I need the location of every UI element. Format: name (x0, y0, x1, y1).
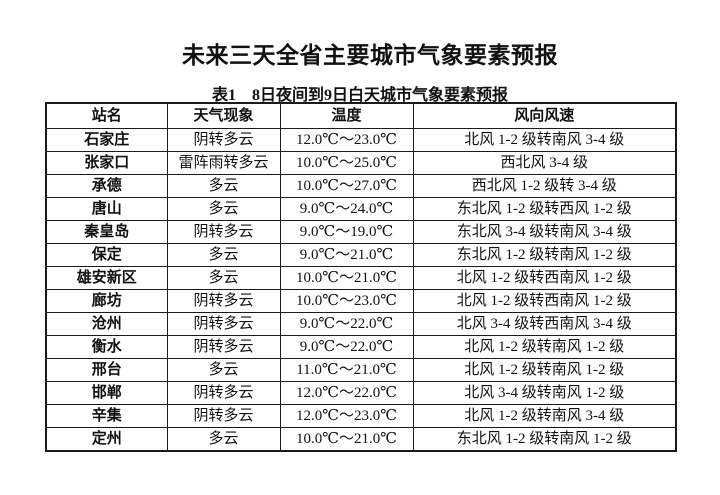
wind-cell: 西北风 1-2 级转 3-4 级 (412, 174, 677, 198)
header-station: 站名 (45, 102, 168, 129)
station-cell: 沧州 (45, 312, 168, 336)
station-cell: 邯郸 (45, 381, 168, 405)
wind-cell: 北风 1-2 级转南风 1-2 级 (412, 358, 677, 382)
station-cell: 雄安新区 (45, 266, 168, 290)
weather-cell: 阴转多云 (166, 128, 281, 152)
weather-cell: 阴转多云 (166, 312, 281, 336)
station-cell: 定州 (45, 427, 168, 452)
table-row: 秦皇岛 阴转多云 9.0℃～19.0℃ 东北风 3-4 级转南风 3-4 级 (45, 220, 677, 244)
page-title: 未来三天全省主要城市气象要素预报 (182, 43, 558, 68)
temperature-cell: 10.0℃～21.0℃ (279, 427, 414, 452)
weather-cell: 雷阵雨转多云 (166, 151, 281, 175)
table-row: 保定 多云 9.0℃～21.0℃ 东北风 1-2 级转南风 1-2 级 (45, 243, 677, 267)
temperature-cell: 9.0℃～21.0℃ (279, 243, 414, 267)
wind-cell: 东北风 1-2 级转南风 1-2 级 (412, 243, 677, 267)
temperature-cell: 10.0℃～23.0℃ (279, 289, 414, 313)
weather-cell: 阴转多云 (166, 220, 281, 244)
temperature-cell: 11.0℃～21.0℃ (279, 358, 414, 382)
station-cell: 石家庄 (45, 128, 168, 152)
table-row: 唐山 多云 9.0℃～24.0℃ 东北风 1-2 级转西风 1-2 级 (45, 197, 677, 221)
forecast-table-body: 石家庄 阴转多云 12.0℃～23.0℃ 北风 1-2 级转南风 3-4 级张家口 雷阵… (45, 128, 677, 452)
header-temperature: 温度 (279, 102, 414, 129)
wind-cell: 北风 1-2 级转西南风 1-2 级 (412, 289, 677, 313)
wind-cell: 北风 3-4 级转西南风 3-4 级 (412, 312, 677, 336)
wind-cell: 西北风 3-4 级 (412, 151, 677, 175)
table-header-row: 站名 天气现象 温度 风向风速 (45, 102, 677, 129)
wind-cell: 东北风 1-2 级转南风 1-2 级 (412, 427, 677, 452)
table-caption: 表1 8日夜间到9日白天城市气象要素预报 (211, 87, 508, 104)
temperature-cell: 10.0℃～27.0℃ (279, 174, 414, 198)
table-row: 廊坊 阴转多云 10.0℃～23.0℃ 北风 1-2 级转西南风 1-2 级 (45, 289, 677, 313)
wind-cell: 北风 1-2 级转南风 3-4 级 (412, 404, 677, 428)
wind-cell: 北风 1-2 级转南风 1-2 级 (412, 335, 677, 359)
weather-cell: 多云 (166, 358, 281, 382)
weather-cell: 阴转多云 (166, 289, 281, 313)
temperature-cell: 9.0℃～22.0℃ (279, 312, 414, 336)
weather-cell: 阴转多云 (166, 335, 281, 359)
wind-cell: 北风 1-2 级转南风 3-4 级 (412, 128, 677, 152)
table-row: 衡水 阴转多云 9.0℃～22.0℃ 北风 1-2 级转南风 1-2 级 (45, 335, 677, 359)
wind-cell: 东北风 1-2 级转西风 1-2 级 (412, 197, 677, 221)
wind-cell: 北风 3-4 级转南风 1-2 级 (412, 381, 677, 405)
table-row: 张家口 雷阵雨转多云 10.0℃～25.0℃ 西北风 3-4 级 (45, 151, 677, 175)
weather-cell: 多云 (166, 197, 281, 221)
table-row: 雄安新区 多云 10.0℃～21.0℃ 北风 1-2 级转西南风 1-2 级 (45, 266, 677, 290)
temperature-cell: 10.0℃～25.0℃ (279, 151, 414, 175)
header-weather: 天气现象 (166, 102, 281, 129)
weather-cell: 多云 (166, 243, 281, 267)
table-row: 定州 多云 10.0℃～21.0℃ 东北风 1-2 级转南风 1-2 级 (45, 427, 677, 452)
table-row: 邯郸 阴转多云 12.0℃～22.0℃ 北风 3-4 级转南风 1-2 级 (45, 381, 677, 405)
temperature-cell: 12.0℃～23.0℃ (279, 404, 414, 428)
table-row: 邢台 多云 11.0℃～21.0℃ 北风 1-2 级转南风 1-2 级 (45, 358, 677, 382)
weather-cell: 多云 (166, 427, 281, 452)
temperature-cell: 12.0℃～22.0℃ (279, 381, 414, 405)
temperature-cell: 12.0℃～23.0℃ (279, 128, 414, 152)
station-cell: 保定 (45, 243, 168, 267)
temperature-cell: 9.0℃～19.0℃ (279, 220, 414, 244)
station-cell: 廊坊 (45, 289, 168, 313)
table-row: 沧州 阴转多云 9.0℃～22.0℃ 北风 3-4 级转西南风 3-4 级 (45, 312, 677, 336)
station-cell: 唐山 (45, 197, 168, 221)
station-cell: 秦皇岛 (45, 220, 168, 244)
weather-cell: 多云 (166, 174, 281, 198)
station-cell: 邢台 (45, 358, 168, 382)
weather-cell: 多云 (166, 266, 281, 290)
weather-cell: 阴转多云 (166, 381, 281, 405)
header-wind: 风向风速 (412, 102, 677, 129)
temperature-cell: 9.0℃～24.0℃ (279, 197, 414, 221)
station-cell: 张家口 (45, 151, 168, 175)
station-cell: 承德 (45, 174, 168, 198)
table-row: 石家庄 阴转多云 12.0℃～23.0℃ 北风 1-2 级转南风 3-4 级 (45, 128, 677, 152)
table-row: 辛集 阴转多云 12.0℃～23.0℃ 北风 1-2 级转南风 3-4 级 (45, 404, 677, 428)
wind-cell: 北风 1-2 级转西南风 1-2 级 (412, 266, 677, 290)
wind-cell: 东北风 3-4 级转南风 3-4 级 (412, 220, 677, 244)
table-row: 承德 多云 10.0℃～27.0℃ 西北风 1-2 级转 3-4 级 (45, 174, 677, 198)
weather-cell: 阴转多云 (166, 404, 281, 428)
temperature-cell: 9.0℃～22.0℃ (279, 335, 414, 359)
forecast-table: 站名 天气现象 温度 风向风速 石家庄 阴转多云 12.0℃～23.0℃ 北风 1-2… (45, 102, 677, 452)
temperature-cell: 10.0℃～21.0℃ (279, 266, 414, 290)
station-cell: 辛集 (45, 404, 168, 428)
station-cell: 衡水 (45, 335, 168, 359)
